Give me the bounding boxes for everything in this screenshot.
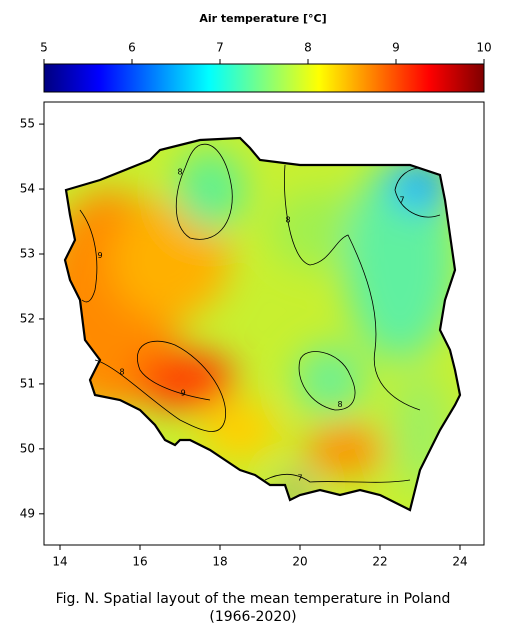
colorbar-title: Air temperature [°C] bbox=[199, 12, 326, 25]
x-tick-label: 24 bbox=[452, 555, 467, 569]
plot-frame bbox=[43, 101, 485, 546]
y-tick-label: 53 bbox=[20, 246, 35, 260]
colorbar-tick-label: 9 bbox=[392, 41, 400, 55]
contour-label: 8 bbox=[337, 400, 342, 409]
caption-line: (1966-2020) bbox=[209, 609, 296, 625]
y-tick-label: 50 bbox=[20, 441, 35, 455]
y-tick-label: 51 bbox=[20, 376, 35, 390]
colorbar-tick-label: 6 bbox=[128, 41, 136, 55]
contour-label: 9 bbox=[97, 251, 102, 260]
colorbar-tick-label: 8 bbox=[304, 41, 312, 55]
y-tick-label: 54 bbox=[20, 182, 35, 196]
x-tick-label: 18 bbox=[212, 555, 227, 569]
contour-label: 8 bbox=[285, 216, 290, 225]
colorbar bbox=[43, 63, 485, 93]
contour-label: 8 bbox=[177, 168, 182, 177]
colorbar-tick-label: 10 bbox=[476, 41, 491, 55]
contour-label: 9 bbox=[181, 389, 186, 398]
y-tick-label: 52 bbox=[20, 311, 35, 325]
x-tick-label: 20 bbox=[292, 555, 307, 569]
x-tick-label: 14 bbox=[52, 555, 67, 569]
contour-label: 7 bbox=[297, 474, 302, 483]
contours bbox=[79, 143, 441, 483]
colorbar-tick-label: 7 bbox=[216, 41, 224, 55]
y-tick-label: 55 bbox=[20, 117, 35, 131]
colorbar-tick-label: 5 bbox=[40, 41, 48, 55]
x-tick-label: 22 bbox=[372, 555, 387, 569]
y-tick-label: 49 bbox=[20, 506, 35, 520]
temperature-field bbox=[65, 138, 460, 510]
caption-line: Fig. N. Spatial layout of the mean tempe… bbox=[56, 591, 451, 607]
x-tick-label: 16 bbox=[132, 555, 147, 569]
contour-label: 8 bbox=[119, 368, 124, 377]
contour-label: 7 bbox=[399, 196, 404, 205]
